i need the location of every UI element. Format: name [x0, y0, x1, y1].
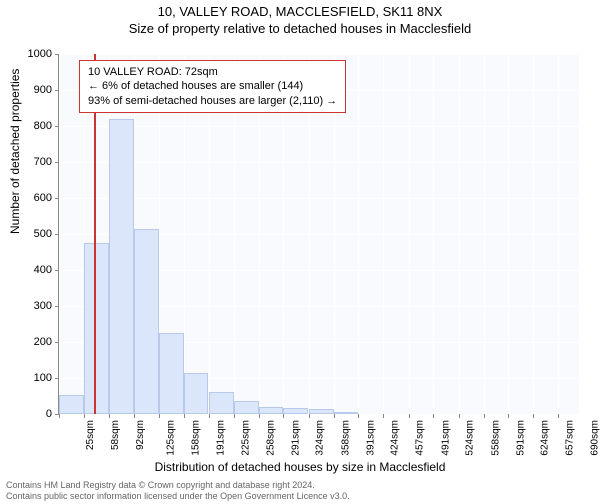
grid-line-v — [533, 54, 534, 414]
histogram-bar — [159, 333, 184, 414]
histogram-bar — [334, 412, 359, 414]
grid-line-v — [358, 54, 359, 414]
x-tick-label: 25sqm — [85, 420, 96, 450]
x-tick-label: 125sqm — [166, 420, 177, 456]
legend-line-3: 93% of semi-detached houses are larger (… — [88, 94, 337, 108]
grid-line-v — [508, 54, 509, 414]
histogram-bar — [184, 373, 209, 414]
legend-box: 10 VALLEY ROAD: 72sqm ← 6% of detached h… — [79, 60, 346, 113]
y-tick-label: 800 — [12, 120, 52, 132]
x-tick — [209, 414, 210, 418]
x-tick — [134, 414, 135, 418]
x-tick — [484, 414, 485, 418]
grid-line-v — [433, 54, 434, 414]
y-tick-label: 600 — [12, 192, 52, 204]
y-tick-label: 200 — [12, 336, 52, 348]
x-tick — [159, 414, 160, 418]
histogram-bar — [259, 407, 284, 414]
grid-line-v — [383, 54, 384, 414]
x-tick-label: 258sqm — [265, 420, 276, 456]
x-tick-label: 58sqm — [110, 420, 121, 450]
y-tick-label: 0 — [12, 408, 52, 420]
x-tick-label: 624sqm — [540, 420, 551, 456]
y-tick-label: 100 — [12, 372, 52, 384]
x-tick — [508, 414, 509, 418]
y-tick-label: 300 — [12, 300, 52, 312]
x-tick-label: 291sqm — [290, 420, 301, 456]
x-tick-label: 491sqm — [440, 420, 451, 456]
x-tick — [334, 414, 335, 418]
x-tick — [234, 414, 235, 418]
x-tick — [259, 414, 260, 418]
histogram-bar — [209, 392, 234, 414]
grid-line-h — [59, 162, 579, 163]
grid-line-v — [484, 54, 485, 414]
title-main: 10, VALLEY ROAD, MACCLESFIELD, SK11 8NX — [0, 4, 600, 19]
grid-line-v — [558, 54, 559, 414]
x-tick-label: 524sqm — [465, 420, 476, 456]
x-tick-label: 558sqm — [491, 420, 502, 456]
y-tick-label: 1000 — [12, 48, 52, 60]
legend-line-1: 10 VALLEY ROAD: 72sqm — [88, 65, 337, 79]
x-tick — [59, 414, 60, 418]
chart-plot-area: 25sqm58sqm92sqm125sqm158sqm191sqm225sqm2… — [58, 54, 579, 415]
x-tick-label: 424sqm — [390, 420, 401, 456]
histogram-bar — [234, 401, 259, 414]
x-tick — [558, 414, 559, 418]
histogram-bar — [109, 119, 134, 414]
y-tick-label: 900 — [12, 84, 52, 96]
chart-container: 10, VALLEY ROAD, MACCLESFIELD, SK11 8NX … — [0, 4, 600, 504]
x-tick — [358, 414, 359, 418]
footer-line-2: Contains public sector information licen… — [6, 491, 594, 502]
y-tick-label: 500 — [12, 228, 52, 240]
x-tick-label: 158sqm — [190, 420, 201, 456]
grid-line-h — [59, 54, 579, 55]
grid-line-h — [59, 414, 579, 415]
histogram-bar — [309, 409, 334, 414]
x-tick — [109, 414, 110, 418]
histogram-bar — [283, 408, 308, 414]
grid-line-v — [409, 54, 410, 414]
y-tick-label: 400 — [12, 264, 52, 276]
x-tick — [409, 414, 410, 418]
grid-line-v — [459, 54, 460, 414]
x-tick — [84, 414, 85, 418]
x-tick-label: 358sqm — [340, 420, 351, 456]
x-tick — [433, 414, 434, 418]
x-tick — [283, 414, 284, 418]
histogram-bar — [59, 395, 84, 414]
title-sub: Size of property relative to detached ho… — [0, 21, 600, 36]
grid-line-h — [59, 198, 579, 199]
x-tick-label: 591sqm — [515, 420, 526, 456]
grid-line-h — [59, 126, 579, 127]
histogram-bar — [134, 229, 159, 414]
x-tick — [533, 414, 534, 418]
x-axis-title: Distribution of detached houses by size … — [0, 460, 600, 474]
x-tick-label: 690sqm — [590, 420, 600, 456]
x-tick — [459, 414, 460, 418]
x-tick-label: 324sqm — [315, 420, 326, 456]
x-tick — [383, 414, 384, 418]
x-tick — [309, 414, 310, 418]
x-tick — [184, 414, 185, 418]
histogram-bar — [84, 243, 109, 414]
x-tick-label: 657sqm — [565, 420, 576, 456]
footer-line-1: Contains HM Land Registry data © Crown c… — [6, 480, 594, 491]
x-tick-label: 457sqm — [415, 420, 426, 456]
y-tick-label: 700 — [12, 156, 52, 168]
x-tick-label: 191sqm — [215, 420, 226, 456]
legend-line-2: ← 6% of detached houses are smaller (144… — [88, 79, 337, 93]
grid-line-v — [59, 54, 60, 414]
x-tick-label: 391sqm — [365, 420, 376, 456]
x-tick-label: 92sqm — [135, 420, 146, 450]
x-tick-label: 225sqm — [241, 420, 252, 456]
footer: Contains HM Land Registry data © Crown c… — [6, 480, 594, 502]
